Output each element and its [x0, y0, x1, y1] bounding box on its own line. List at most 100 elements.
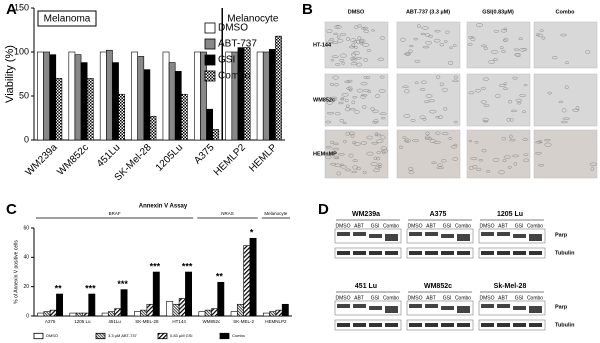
bar [49, 54, 57, 141]
cell [523, 158, 530, 163]
blot-band [385, 323, 398, 327]
cell [410, 119, 416, 122]
cell [375, 133, 382, 137]
blot-band [497, 304, 510, 308]
cell [429, 139, 437, 144]
cell [380, 149, 389, 153]
cell [515, 53, 522, 58]
bar [181, 93, 188, 141]
cell [439, 43, 444, 47]
x-tick-label: WM852c [55, 142, 91, 178]
cell [535, 141, 543, 144]
micrograph [396, 73, 461, 127]
y-axis-label: Viability (%) [4, 45, 16, 103]
cell [560, 33, 567, 37]
cell [345, 104, 350, 108]
cell [468, 36, 475, 39]
cell [353, 110, 360, 114]
cell [378, 89, 386, 93]
bar [166, 301, 174, 317]
blot-frame [406, 247, 474, 259]
group-label: NRAS [221, 211, 234, 216]
legend-label: Combo [232, 333, 246, 338]
blot-band [513, 234, 526, 238]
blot-band [353, 323, 366, 327]
significance-label: *** [85, 283, 96, 293]
cell [523, 84, 528, 87]
cell [516, 101, 522, 105]
cell [421, 26, 429, 30]
lane-label: Combo [383, 295, 399, 301]
cell [498, 84, 506, 87]
blot-band [481, 232, 494, 236]
blot-band [369, 234, 382, 238]
bar [131, 51, 138, 141]
cell [452, 44, 457, 48]
legend-swatch [95, 332, 106, 340]
cell [377, 163, 382, 166]
cell [346, 37, 350, 41]
cell [482, 77, 490, 81]
cell [338, 59, 345, 62]
blot-group-label: 451 Lu [355, 283, 377, 290]
cell [449, 46, 453, 49]
blot-band [409, 323, 422, 327]
legend-label: 0.83 µM GSI [170, 333, 193, 338]
cell [351, 170, 358, 174]
cell [380, 116, 386, 120]
lane-label: ABT [426, 295, 436, 301]
lane-label: ABT [498, 223, 508, 229]
legend-swatch [204, 38, 216, 50]
cell [336, 35, 341, 39]
cell [495, 93, 501, 98]
cell [470, 157, 478, 161]
cell [468, 91, 475, 95]
cell [437, 163, 443, 167]
cell [414, 59, 421, 63]
cell [444, 30, 450, 34]
bar [204, 309, 212, 317]
cell [366, 49, 372, 52]
cell [325, 155, 332, 159]
cell [492, 157, 500, 162]
bar [133, 311, 141, 317]
cell [374, 94, 380, 98]
cell [403, 114, 411, 118]
cell [439, 82, 444, 87]
cell [362, 105, 367, 109]
cell [482, 119, 489, 123]
cell [564, 85, 569, 90]
cell [425, 40, 433, 45]
cell [508, 134, 513, 139]
micrograph [324, 129, 389, 179]
y-tick-label: 100 [14, 46, 29, 56]
cell [373, 156, 378, 160]
y-tick-label: 0 [24, 134, 29, 144]
cell [476, 23, 483, 28]
cell [360, 94, 368, 97]
significance-label: *** [117, 279, 128, 289]
bar [152, 271, 160, 317]
cell [436, 166, 444, 170]
cell [366, 135, 373, 140]
cell [334, 111, 341, 116]
legend-label: 3.3 µM ABT-737 [108, 333, 138, 338]
cell [332, 147, 340, 151]
bar [198, 311, 206, 317]
bar [43, 51, 50, 141]
cell [379, 112, 387, 116]
chart-title: Annexin V Assay [139, 204, 188, 210]
significance-label: ** [55, 283, 63, 293]
lane-label: Combo [527, 295, 543, 301]
bar [37, 51, 44, 141]
micrograph [533, 73, 598, 127]
cell [585, 50, 591, 54]
legend-swatch [157, 332, 168, 340]
band-label: Parp [555, 304, 568, 310]
bar [146, 303, 154, 317]
annotation-box [37, 10, 97, 27]
micrograph [396, 129, 461, 179]
blot-band [513, 251, 526, 255]
cell [480, 100, 487, 104]
cell [366, 151, 374, 156]
